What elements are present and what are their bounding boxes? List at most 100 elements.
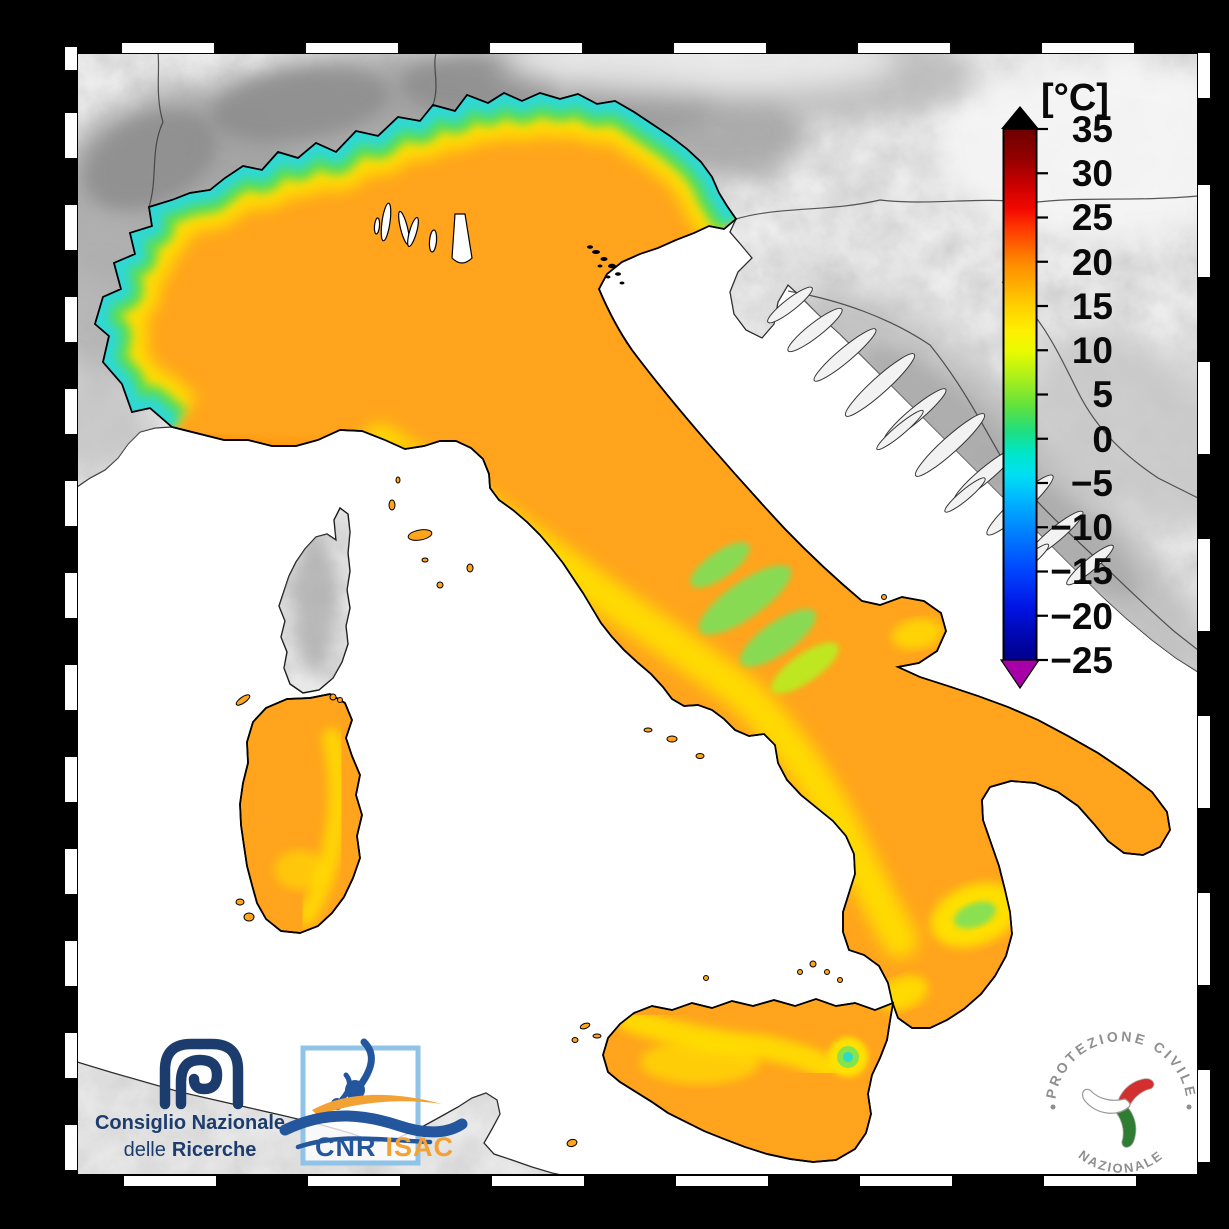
sicily-yellow-patch [640,1040,760,1084]
cnr-emblem-outer [159,1038,244,1110]
lakes [373,202,473,264]
frame-tick [65,481,77,526]
colorbar-title: [°C] [1041,77,1109,119]
frame-tick [65,205,77,250]
relief-patch [500,53,900,95]
cnr-emblem-icon [159,1038,244,1110]
cnr-logo-line2-regular: delle [124,1139,166,1161]
cnr-logo-line1: Consiglio Nazionale [95,1112,285,1134]
apennine-green-patch [740,609,816,667]
frame-tick [65,1033,77,1078]
lagoon-mark [608,263,616,269]
island [436,581,444,589]
island [787,307,843,353]
frame-tick [858,43,950,53]
relief-patch [77,370,155,470]
island [844,353,916,417]
colorbar-tick-label: 5 [1092,374,1113,415]
island-egadi [571,1037,579,1043]
etna-summit [843,1052,853,1062]
frame-tick [65,113,77,158]
island [944,477,986,513]
frame-tick [65,941,77,986]
island-maddalena [337,697,343,703]
isac-blue-wave-thin [295,1136,433,1150]
island [914,413,986,477]
relief-patch [210,68,390,142]
colorbar-tick-label: −20 [1050,596,1113,637]
island-ponza [643,727,653,733]
minor-islands [235,476,887,1148]
lake-iseo [428,229,438,253]
island [466,563,474,573]
colorbar-tick-label: 0 [1092,419,1113,460]
island [1066,544,1114,586]
lake-garda [451,213,473,264]
apennine-green-patch [690,542,750,588]
island [388,499,396,511]
island-aeolian [824,969,830,975]
isac-blue-wave [279,1110,468,1138]
sardinia-yellow-patch [274,850,326,890]
colorbar-tick-label: −15 [1050,551,1113,592]
colorbar-tick-label: 10 [1072,330,1113,371]
colorbar-tick-label: 15 [1072,286,1113,327]
frame-tick [1044,1176,1136,1186]
island [395,476,401,484]
isac-wordmark: CNR ISAC [315,1132,454,1162]
colorbar-tick-label: 20 [1072,242,1113,283]
cnr-logo-line2-bold: Ricerche [172,1139,257,1161]
cnr-logo: Consiglio Nazionale delle Ricerche [95,1038,285,1161]
colorbar-tick-label: −5 [1071,463,1113,504]
cnr-logo-line2: delle Ricerche [124,1139,257,1161]
island-aeolian [809,960,817,968]
frame-tick [65,47,77,70]
colorbar-tick-label: −25 [1050,640,1113,681]
colorbar-tick-label: −10 [1050,507,1113,548]
pc-dot-left [1050,1104,1056,1110]
frame-tick [306,43,398,53]
border-line [735,195,1198,220]
isac-orange-wave [312,1094,442,1116]
frame-tick [65,665,77,710]
lagoon-mark [605,275,611,279]
island-ustica [703,975,709,981]
island [813,328,877,382]
temperature-shading [95,93,1020,1084]
frame-tick [674,43,766,53]
frame-tick [1198,1070,1210,1162]
lagoon-mark [597,264,603,268]
island-egadi [592,1033,602,1039]
frame-tick [1198,362,1210,454]
island-egadi [579,1022,591,1030]
frame-tick [492,1176,584,1186]
map-frame-ticks [65,43,1210,1186]
lake-como-east [407,216,419,248]
lagoon-mark [592,250,600,254]
frame-tick [860,1176,952,1186]
frame-tick [1198,893,1210,985]
isac-cnr-text: CNR [315,1132,377,1162]
gargano-patch [891,618,943,650]
venice-lagoon [587,245,625,285]
apennine-green-patch [698,565,792,635]
island-maddalena [329,693,337,701]
cnr-isac-logo: CNR ISAC [279,1038,468,1166]
island-aeolian [837,977,843,983]
island-sant-antioco [243,912,255,922]
colorbar-tick-label: 30 [1072,153,1113,194]
frame-tick [65,1125,77,1170]
island-pantelleria [566,1138,578,1148]
pc-dot-right [1186,1104,1192,1110]
cnr-emblem-spiral [175,1054,223,1110]
lagoon-mark [587,245,593,249]
frame-tick [122,43,214,53]
lagoon-mark [619,281,625,285]
lagoon-mark [600,257,608,261]
island [876,409,924,451]
frame-tick [1198,185,1210,277]
frame-tick [65,297,77,342]
island-san-pietro [235,898,245,906]
island-capri [695,753,705,759]
